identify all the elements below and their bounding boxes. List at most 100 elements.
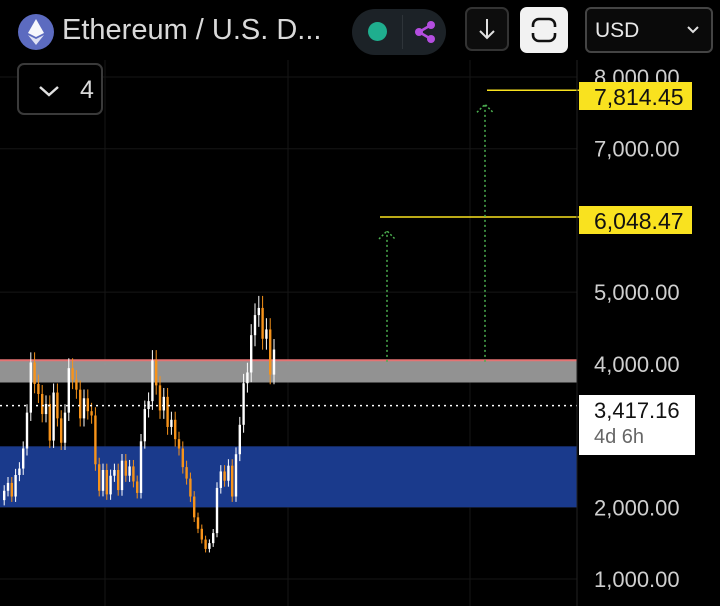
candle-body [231,465,234,497]
y-tick-label: 2,000.00 [594,495,680,520]
candle-body [234,454,238,497]
candle-body [257,307,260,316]
candle-body [269,329,272,375]
candle-body [174,419,177,440]
support-zone [0,446,577,508]
current-price-value: 3,417.16 [594,398,680,423]
candle-body [238,424,241,455]
candle-body [98,464,101,491]
ethereum-icon [18,14,54,50]
candle-body [132,466,135,482]
y-tick-label: 5,000.00 [594,280,680,305]
current-price-label: 3,417.16 4d 6h [579,395,695,455]
candle-body [79,389,82,419]
candle-body [200,528,203,540]
candle-body [136,481,139,493]
candle-body [128,466,131,476]
currency-value: USD [595,19,640,42]
candle-body [75,379,78,390]
candle-body [139,441,143,493]
candle-body [82,398,86,419]
candle-body [67,368,70,413]
candle-body [117,469,120,491]
candle-body [193,496,196,518]
candle-body [101,469,105,491]
y-tick-label: 4,000.00 [594,352,680,377]
candle-body [22,448,25,469]
candle-body [204,539,207,549]
candle-body [177,439,181,449]
chart-grid [0,60,577,606]
candle-body [14,475,17,497]
candle-body [41,393,44,415]
candle-body [60,418,63,443]
y-tick-label: 7,000.00 [594,137,680,162]
candle-body [18,468,21,476]
candle-body [215,487,219,534]
candle-body [3,490,6,501]
candle-body [25,412,29,449]
candle-body [86,398,89,412]
candle-body [71,368,74,380]
candle-body [10,482,13,497]
candle-body [158,385,162,411]
candle-body [265,329,268,339]
chevron-down-icon [39,86,59,97]
symbol-title[interactable]: Ethereum / U.S. D... [62,14,322,46]
candle-body [90,411,93,416]
download-button[interactable] [465,7,509,51]
candle-body [52,392,55,441]
candle-body [124,460,127,476]
target-price-label-low: 6,048.47 [579,206,692,234]
candle-body [147,401,150,410]
status-pill[interactable] [352,9,446,55]
candle-body [94,415,97,465]
candle-body [56,392,59,419]
candle-body [166,396,169,427]
candle-body [151,360,154,402]
candle-body [223,471,226,481]
resistance-zone [0,360,577,383]
bar-countdown: 4d 6h [594,426,645,448]
price-axis: 8,000.007,000.005,000.004,000.002,000.00… [576,60,680,606]
candle-body [63,412,67,443]
candle-body [219,471,222,488]
candle-body [29,362,32,413]
candle-body [48,404,51,441]
candle-body [272,349,276,375]
pill-divider [402,15,403,49]
market-status-icon [368,22,387,41]
candle-body [155,360,158,386]
fullscreen-icon [530,17,558,43]
candle-body [105,469,108,495]
candle-body [162,396,165,411]
chevron-down-icon [687,26,699,34]
candlestick-series [3,295,276,553]
indicator-count: 4 [80,76,94,104]
share-network-icon[interactable] [410,17,440,47]
projection-overlays [0,89,579,407]
candle-body [33,362,36,384]
candle-body [253,315,257,336]
candle-body [212,533,215,544]
candle-body [250,335,253,373]
candle-body [185,467,188,479]
currency-select[interactable]: USD [585,7,713,53]
candle-body [170,419,173,427]
candle-body [6,482,10,491]
candle-body [208,543,211,549]
arrow-down-icon [479,19,495,40]
target-price-label-high: 7,814.45 [579,82,692,110]
candle-body [109,475,112,495]
indicator-collapse-button[interactable]: 4 [17,63,103,115]
candle-body [242,383,245,425]
fullscreen-button[interactable] [520,7,568,53]
candle-body [44,404,48,415]
y-tick-label: 1,000.00 [594,567,680,592]
candle-body [227,465,230,481]
candle-body [246,372,249,384]
candle-body [196,517,200,529]
candle-body [120,460,124,491]
candle-body [37,383,40,394]
